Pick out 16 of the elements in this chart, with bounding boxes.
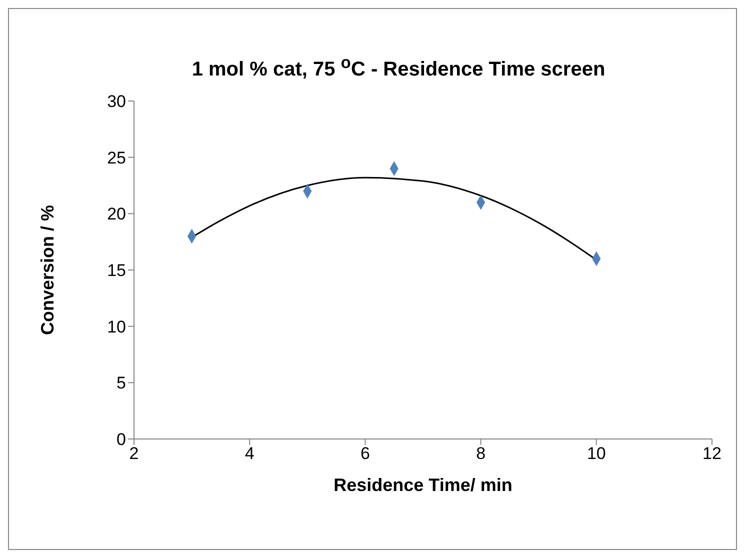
y-tick-label: 30 [107,92,126,112]
y-tick-label: 5 [116,374,126,393]
x-tick-label: 6 [360,444,370,464]
y-tick-label: 15 [107,261,126,280]
x-tick-label: 12 [702,444,722,464]
x-tick-label: 8 [476,444,486,464]
y-tick-label: 20 [107,204,126,224]
x-tick-label: 2 [129,444,139,464]
y-tick-label: 10 [107,317,126,336]
y-tick-label: 25 [107,148,126,168]
x-tick-label: 4 [244,444,254,464]
x-tick-label: 10 [586,444,606,464]
x-axis-title: Residence Time/ min [334,475,512,495]
y-axis-title: Conversion / % [37,204,58,336]
chart-title: 1 mol % cat, 75 $^{o}$C - Residence Time screen [190,53,606,82]
y-tick-label: 0 [116,430,126,450]
